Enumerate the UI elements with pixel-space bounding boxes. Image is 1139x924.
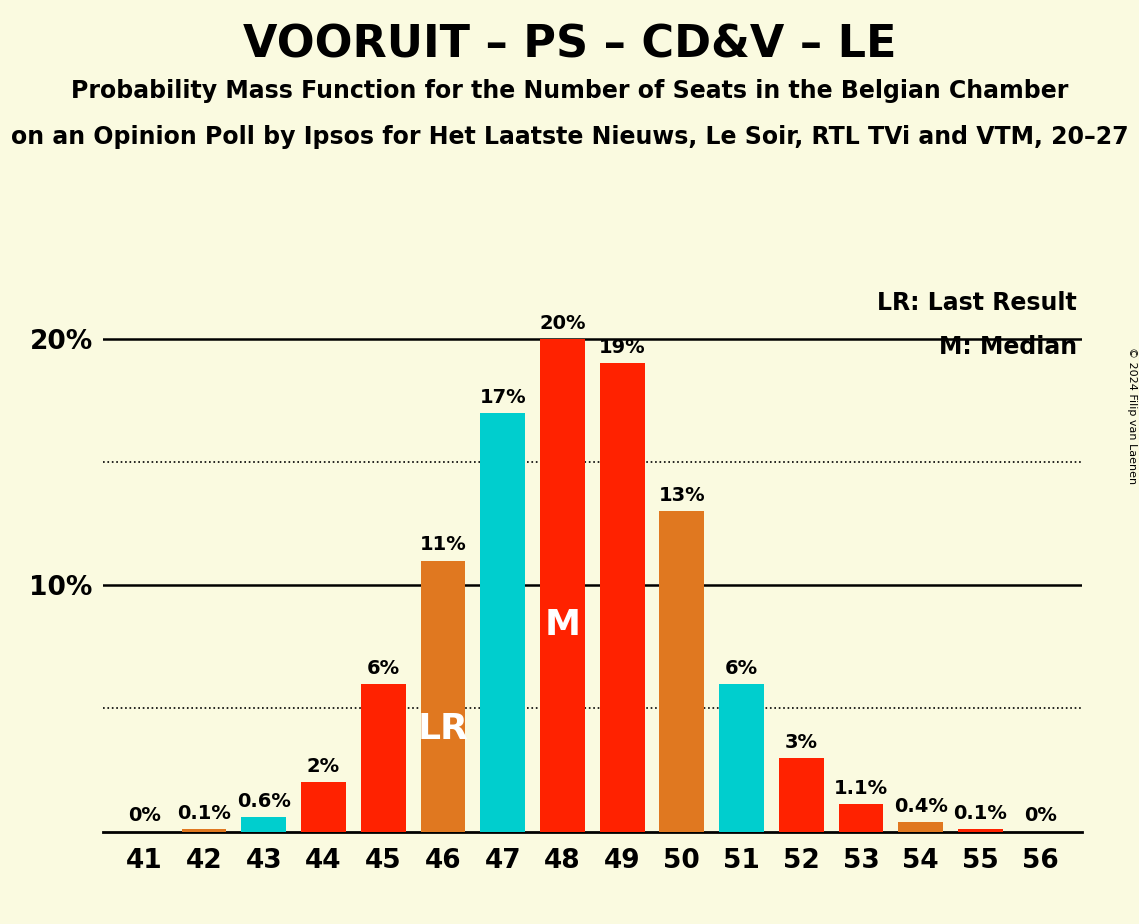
Text: 0.4%: 0.4% [894,796,948,816]
Text: LR: LR [418,711,468,746]
Text: 0%: 0% [128,807,161,825]
Text: on an Opinion Poll by Ipsos for Het Laatste Nieuws, Le Soir, RTL TVi and VTM, 20: on an Opinion Poll by Ipsos for Het Laat… [11,125,1139,149]
Bar [241,817,286,832]
Bar [181,829,227,832]
Bar [600,363,645,832]
Text: 19%: 19% [599,338,646,358]
Text: 0.6%: 0.6% [237,792,290,810]
Text: VOORUIT – PS – CD&V – LE: VOORUIT – PS – CD&V – LE [243,23,896,67]
Bar [420,561,466,832]
Text: 20%: 20% [539,313,585,333]
Text: 11%: 11% [419,535,466,554]
Bar [481,413,525,832]
Text: M: M [544,608,581,641]
Text: 6%: 6% [726,659,759,677]
Text: Probability Mass Function for the Number of Seats in the Belgian Chamber: Probability Mass Function for the Number… [71,79,1068,103]
Bar [838,805,884,832]
Text: 0.1%: 0.1% [177,804,231,823]
Bar [659,511,704,832]
Text: 13%: 13% [658,486,705,505]
Text: M: Median: M: Median [939,335,1077,359]
Text: 17%: 17% [480,387,526,407]
Text: LR: Last Result: LR: Last Result [877,291,1077,315]
Bar [899,821,943,832]
Bar [540,339,584,832]
Bar [301,783,346,832]
Text: 6%: 6% [367,659,400,677]
Text: © 2024 Filip van Laenen: © 2024 Filip van Laenen [1126,347,1137,484]
Text: 3%: 3% [785,733,818,751]
Bar [958,829,1003,832]
Bar [779,758,823,832]
Bar [361,684,405,832]
Text: 2%: 2% [306,757,341,776]
Text: 0.1%: 0.1% [953,804,1008,823]
Text: 0%: 0% [1024,807,1057,825]
Text: 1.1%: 1.1% [834,779,888,798]
Bar [719,684,764,832]
